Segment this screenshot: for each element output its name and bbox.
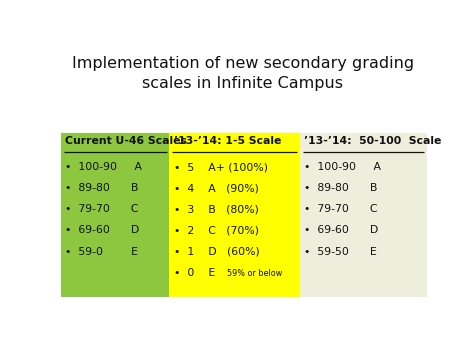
Text: 59% or below: 59% or below bbox=[227, 269, 283, 278]
Text: •  79-70      C: • 79-70 C bbox=[65, 204, 139, 214]
Text: •  100-90     A: • 100-90 A bbox=[304, 162, 381, 172]
Text: •  69-60      D: • 69-60 D bbox=[65, 225, 140, 235]
Bar bbox=[300, 133, 427, 297]
Text: ’13-’14: 1-5 Scale: ’13-’14: 1-5 Scale bbox=[174, 136, 281, 146]
Text: •  59-50      E: • 59-50 E bbox=[304, 246, 377, 257]
Text: •  4    A   (90%): • 4 A (90%) bbox=[174, 184, 259, 193]
Text: ’13-’14:  50-100  Scale: ’13-’14: 50-100 Scale bbox=[304, 136, 442, 146]
Text: •  2    C   (70%): • 2 C (70%) bbox=[174, 225, 259, 235]
Text: Current U-46 Scales: Current U-46 Scales bbox=[65, 136, 187, 146]
Text: •  3    B   (80%): • 3 B (80%) bbox=[174, 204, 259, 214]
Bar bbox=[169, 133, 300, 297]
Text: •  1    D   (60%): • 1 D (60%) bbox=[174, 246, 260, 257]
Text: •  89-80      B: • 89-80 B bbox=[304, 184, 378, 193]
Text: •  5    A+ (100%): • 5 A+ (100%) bbox=[174, 162, 268, 172]
Bar bbox=[61, 133, 170, 297]
Text: •  69-60      D: • 69-60 D bbox=[304, 225, 379, 235]
Text: •  59-0        E: • 59-0 E bbox=[65, 246, 138, 257]
Text: Implementation of new secondary grading
scales in Infinite Campus: Implementation of new secondary grading … bbox=[72, 56, 414, 91]
Text: •  89-80      B: • 89-80 B bbox=[65, 184, 139, 193]
Text: •  100-90     A: • 100-90 A bbox=[65, 162, 143, 172]
Text: •  79-70      C: • 79-70 C bbox=[304, 204, 378, 214]
Text: •  0    E: • 0 E bbox=[174, 268, 215, 278]
